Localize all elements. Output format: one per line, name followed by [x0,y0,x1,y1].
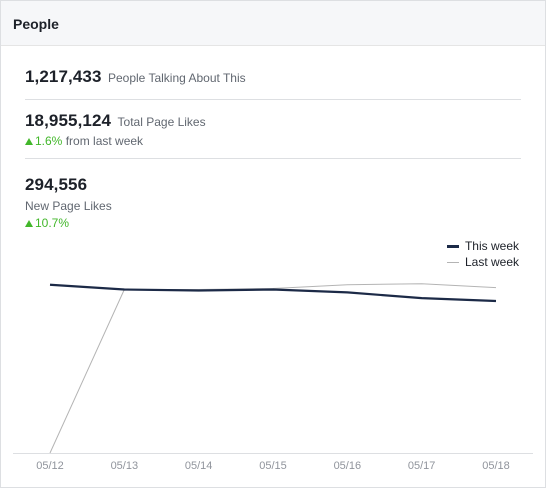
legend-swatch-this-week [446,245,459,249]
legend-label-this-week: This week [464,239,519,253]
x-tick-label: 05/14 [185,460,213,472]
total-likes-value: 18,955,124 [25,111,112,130]
series-line-last-week [49,283,497,454]
panel-title: People [1,1,545,46]
up-arrow-icon [25,220,33,227]
x-tick-label: 05/17 [408,460,436,472]
talking-label: People Talking About This [107,71,246,85]
new-likes-value: 294,556 [25,175,88,194]
up-arrow-icon [25,138,33,145]
new-likes-change-pct: 10.7% [35,216,70,230]
x-tick-label: 05/16 [334,460,362,472]
talking-value: 1,217,433 [25,67,102,86]
chart-legend: This week Last week [446,238,519,270]
series-line-this-week [49,283,497,303]
likes-line-chart: 05/12 05/13 05/14 05/15 05/16 05/17 05/18 [13,283,533,472]
legend-label-last-week: Last week [464,255,519,269]
new-likes-stat: 294,556 New Page Likes 10.7% [25,175,521,230]
total-likes-stat: 18,955,124 Total Page Likes 1.6% from la… [25,111,521,159]
x-tick-label: 05/12 [36,460,64,472]
x-tick-label: 05/18 [482,460,510,472]
legend-item-this-week: This week [446,238,519,254]
talking-stat: 1,217,433 People Talking About This [25,67,521,100]
total-likes-label: Total Page Likes [117,115,206,129]
new-likes-change: 10.7% [25,216,521,230]
total-likes-change-text: from last week [62,134,144,148]
legend-item-last-week: Last week [446,254,519,270]
new-likes-label: New Page Likes [25,199,112,213]
total-likes-change: 1.6% from last week [25,134,521,148]
x-tick-label: 05/15 [259,460,287,472]
legend-swatch-last-week [446,262,459,264]
x-tick-label: 05/13 [111,460,139,472]
total-likes-change-pct: 1.6% [35,134,63,148]
